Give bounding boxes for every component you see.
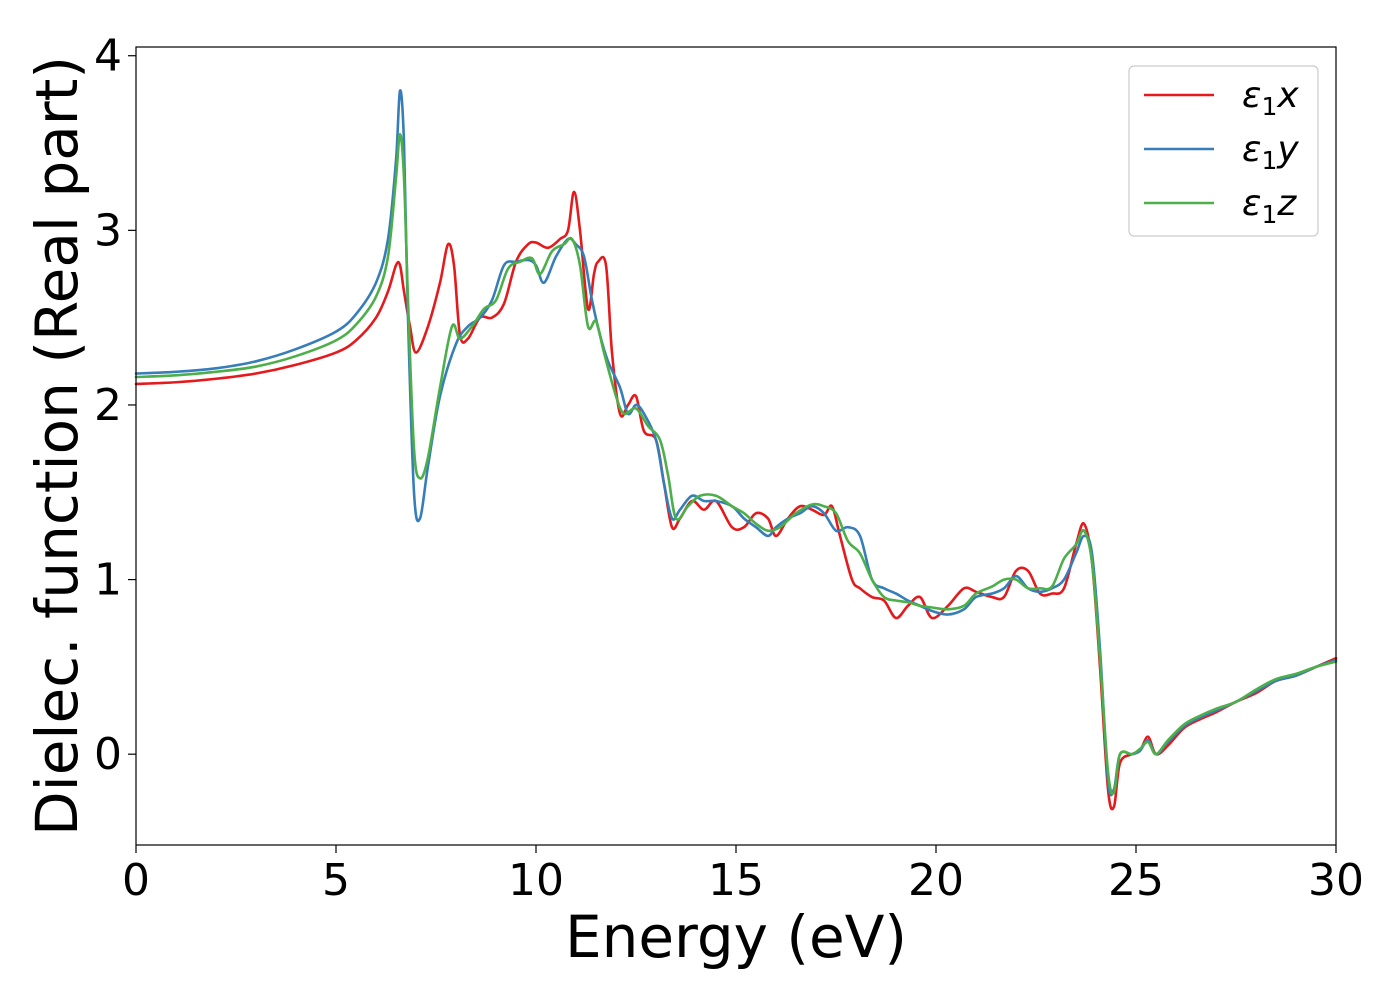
series-line-z bbox=[134, 133, 1338, 796]
legend: ε1x ε1y ε1z bbox=[1128, 65, 1319, 237]
legend-box bbox=[1128, 65, 1319, 237]
x-tick-label: 0 bbox=[122, 855, 150, 906]
y-tick-label: 2 bbox=[94, 380, 122, 431]
x-axis: 0 5 10 15 20 25 30 bbox=[122, 845, 1364, 906]
y-axis-label: Dielec. function (Real part) bbox=[23, 56, 91, 836]
series-line-y bbox=[134, 89, 1338, 797]
legend-label-z: ε1z bbox=[1242, 183, 1297, 229]
series-layer bbox=[134, 89, 1338, 811]
legend-items: ε1x ε1y ε1z bbox=[1144, 75, 1299, 229]
legend-label-x: ε1x bbox=[1242, 75, 1299, 121]
x-tick-label: 25 bbox=[1108, 855, 1164, 906]
y-tick-label: 4 bbox=[94, 31, 122, 82]
x-tick-label: 10 bbox=[508, 855, 564, 906]
x-tick-label: 30 bbox=[1308, 855, 1364, 906]
x-tick-label: 15 bbox=[708, 855, 764, 906]
y-tick-label: 1 bbox=[94, 555, 122, 606]
legend-label-y: ε1y bbox=[1242, 129, 1299, 175]
y-tick-label: 0 bbox=[94, 729, 122, 780]
y-tick-label: 3 bbox=[94, 205, 122, 256]
x-tick-label: 20 bbox=[908, 855, 964, 906]
x-tick-label: 5 bbox=[322, 855, 350, 906]
y-axis: 0 1 2 3 4 bbox=[94, 31, 136, 780]
x-axis-label: Energy (eV) bbox=[565, 903, 907, 971]
